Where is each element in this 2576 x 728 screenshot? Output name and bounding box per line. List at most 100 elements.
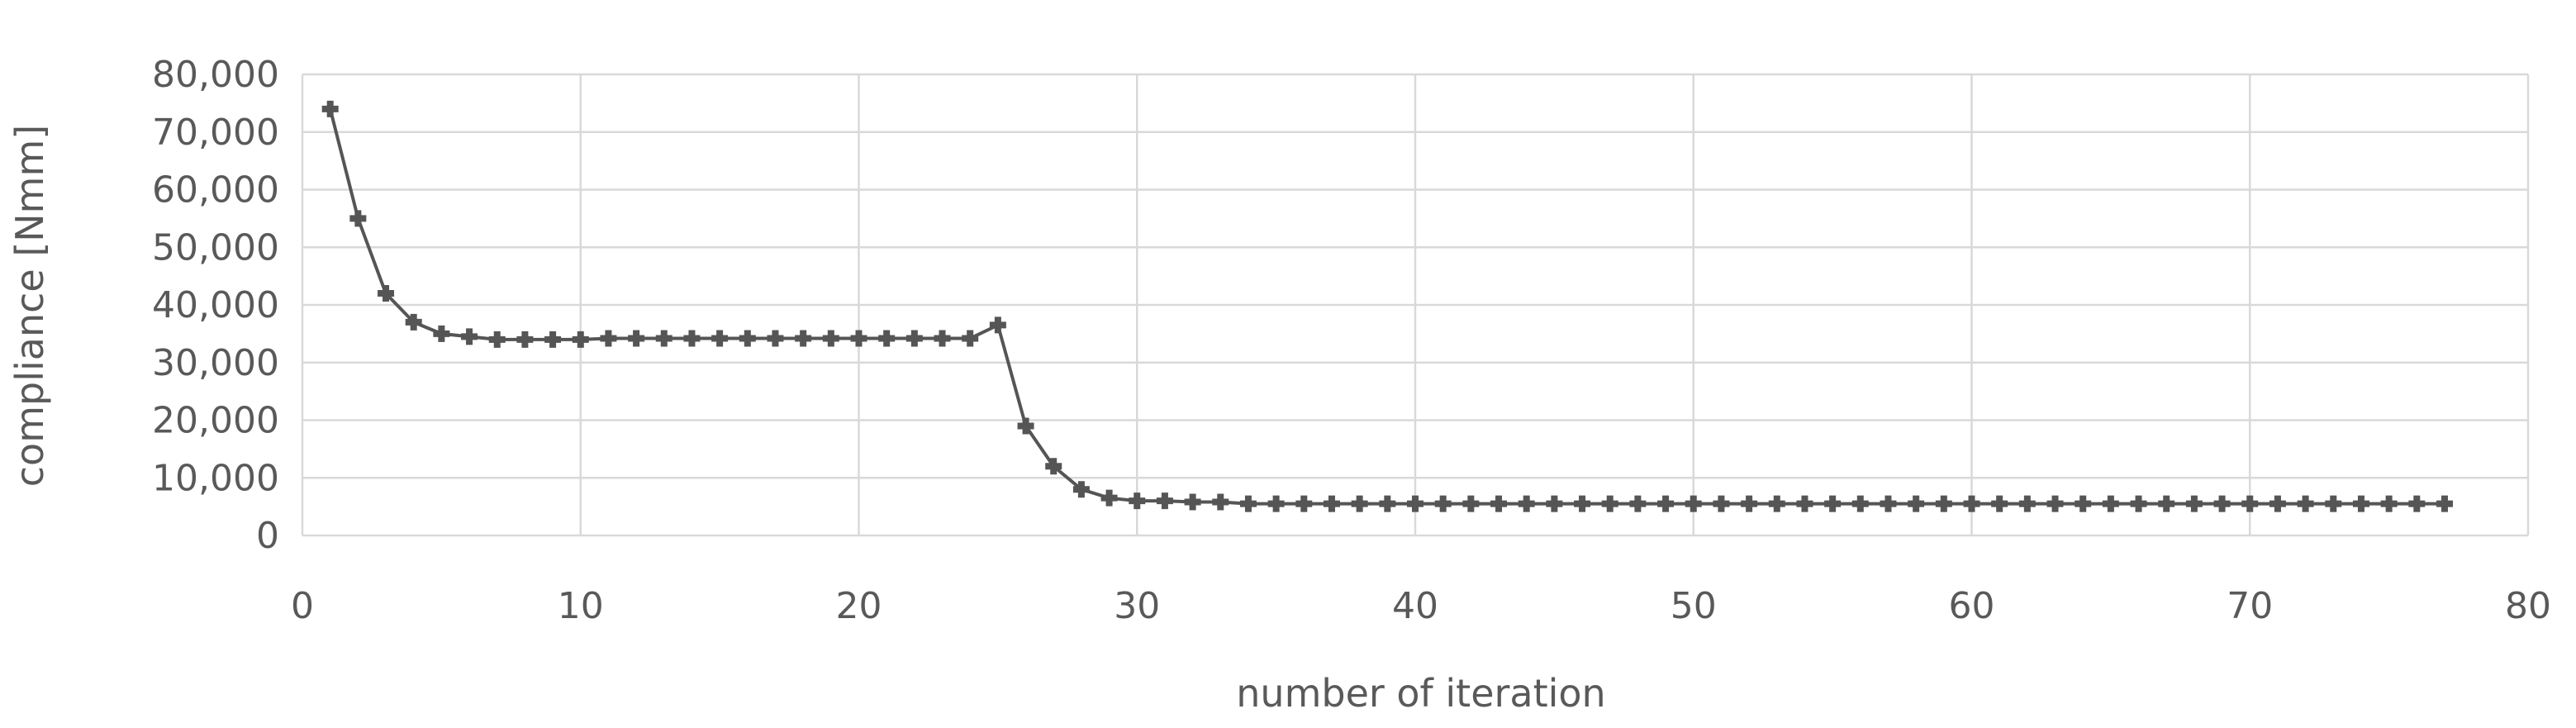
data-point [2408, 495, 2426, 512]
data-point [1741, 495, 1758, 512]
data-point [1156, 492, 1173, 510]
series-line [328, 108, 2445, 506]
data-point [934, 330, 951, 347]
data-point [1908, 495, 1925, 512]
data-point [1017, 417, 1034, 435]
data-point [516, 331, 534, 348]
data-point [1713, 495, 1730, 512]
data-point [321, 100, 339, 117]
data-point [1434, 495, 1452, 512]
data-point [1935, 495, 1952, 512]
data-point [378, 285, 395, 302]
x-tick-label: 20 [836, 585, 882, 627]
data-point [1129, 492, 1146, 510]
grid-layer [301, 73, 2530, 537]
data-point [1796, 495, 1813, 512]
data-point [795, 330, 812, 347]
x-tick-label: 0 [291, 585, 314, 627]
y-tick-label: 40,000 [152, 284, 279, 326]
y-tick-label: 20,000 [152, 400, 279, 442]
data-point [1657, 495, 1675, 512]
data-point [628, 330, 645, 347]
data-point [1184, 493, 1201, 511]
data-point [989, 316, 1006, 334]
data-point [2436, 495, 2453, 512]
data-point [433, 325, 450, 342]
data-point [349, 210, 367, 227]
data-point [1407, 495, 1423, 512]
data-point [1685, 495, 1702, 512]
data-point [2325, 495, 2342, 512]
data-point [1629, 495, 1647, 512]
data-point [1045, 458, 1062, 475]
y-tick-label: 30,000 [152, 342, 279, 384]
data-point [2213, 495, 2231, 512]
data-point [1963, 495, 1980, 512]
x-tick-label: 10 [558, 585, 604, 627]
data-point [544, 331, 562, 348]
data-point [711, 330, 729, 347]
data-point [655, 330, 673, 347]
data-point [1267, 495, 1285, 512]
data-point [1072, 481, 1090, 498]
data-point [1991, 495, 2008, 512]
x-axis-title: number of iteration [1236, 671, 1605, 716]
data-point [2352, 495, 2369, 512]
data-point [2297, 495, 2314, 512]
y-tick-label: 0 [256, 515, 279, 557]
y-tick-label: 80,000 [152, 54, 279, 96]
data-point [2241, 495, 2259, 512]
data-point [822, 330, 839, 347]
data-point [739, 330, 756, 347]
data-point [2018, 495, 2036, 512]
data-point [1295, 495, 1313, 512]
data-point [1323, 495, 1340, 512]
x-tick-label: 80 [2505, 585, 2551, 627]
data-point [1379, 495, 1396, 512]
data-point [488, 331, 506, 348]
x-tick-label: 40 [1392, 585, 1438, 627]
data-point [1212, 493, 1229, 511]
x-tick-label: 70 [2227, 585, 2273, 627]
y-tick-label: 70,000 [152, 112, 279, 154]
data-point [905, 330, 923, 347]
data-point [1490, 495, 1508, 512]
data-point [2380, 495, 2398, 512]
data-point [2158, 495, 2175, 512]
data-point [1100, 489, 1118, 507]
data-point [962, 330, 979, 347]
data-point [767, 330, 784, 347]
data-point [1601, 495, 1618, 512]
x-tick-label: 60 [1949, 585, 1995, 627]
data-point [600, 330, 617, 347]
data-point [572, 331, 589, 348]
data-point [1462, 495, 1480, 512]
x-tick-label: 50 [1671, 585, 1717, 627]
x-tick-label: 30 [1114, 585, 1160, 627]
series-layer [321, 100, 2453, 512]
data-point [2185, 495, 2203, 512]
data-point [1851, 495, 1869, 512]
data-point [2130, 495, 2147, 512]
y-tick-label: 60,000 [152, 169, 279, 212]
data-point [1239, 495, 1257, 512]
data-point [2075, 495, 2092, 512]
data-point [683, 330, 701, 347]
data-point [878, 330, 896, 347]
data-point [1824, 495, 1842, 512]
y-tick-label: 10,000 [152, 457, 279, 499]
y-axis-title: compliance [Nmm] [7, 125, 52, 487]
data-point [1574, 495, 1591, 512]
data-point [461, 328, 478, 345]
data-point [1351, 495, 1368, 512]
data-point [405, 313, 422, 331]
data-point [850, 330, 867, 347]
data-point [2046, 495, 2064, 512]
data-point [1880, 495, 1897, 512]
axis-layer: 0 10,000 20,000 30,000 40,000 50,000 60,000 70,… [152, 54, 2551, 627]
data-point [2102, 495, 2119, 512]
data-point [2269, 495, 2286, 512]
y-tick-label: 50,000 [152, 226, 279, 269]
data-point [1546, 495, 1563, 512]
